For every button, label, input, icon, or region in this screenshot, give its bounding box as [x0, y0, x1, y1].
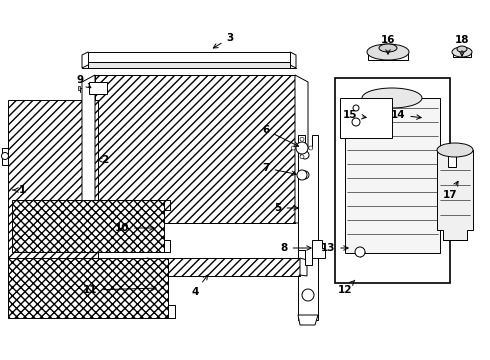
Text: 8: 8	[280, 243, 311, 253]
Polygon shape	[295, 75, 308, 223]
Circle shape	[302, 289, 314, 301]
Bar	[340, 98, 392, 138]
Text: 6: 6	[262, 125, 298, 146]
Bar	[148, 258, 300, 276]
Text: 14: 14	[391, 110, 421, 120]
Text: 15: 15	[343, 110, 366, 120]
Text: 4: 4	[191, 275, 208, 297]
Polygon shape	[88, 52, 290, 62]
Ellipse shape	[367, 44, 409, 60]
Text: 10: 10	[115, 223, 154, 233]
Bar	[448, 155, 456, 167]
Text: 12: 12	[338, 280, 355, 295]
Circle shape	[297, 170, 307, 180]
Text: 11: 11	[83, 285, 156, 295]
Ellipse shape	[437, 143, 473, 157]
Circle shape	[309, 146, 313, 150]
Circle shape	[301, 171, 309, 179]
Polygon shape	[82, 75, 95, 223]
Bar	[8, 100, 98, 260]
Circle shape	[301, 151, 309, 159]
Circle shape	[291, 146, 295, 150]
Polygon shape	[298, 135, 318, 265]
Ellipse shape	[457, 46, 467, 52]
Circle shape	[300, 137, 304, 141]
Circle shape	[355, 247, 365, 257]
Circle shape	[296, 142, 308, 154]
Text: 3: 3	[213, 33, 234, 48]
Ellipse shape	[379, 44, 397, 52]
Circle shape	[352, 118, 360, 126]
Bar	[345, 98, 440, 253]
Text: 17: 17	[442, 181, 458, 200]
Polygon shape	[298, 315, 318, 325]
Polygon shape	[437, 150, 473, 240]
Circle shape	[353, 105, 359, 111]
Circle shape	[1, 153, 8, 159]
Polygon shape	[78, 86, 80, 90]
Text: 18: 18	[455, 35, 469, 56]
Circle shape	[300, 155, 304, 159]
Bar	[8, 258, 168, 318]
Text: 2: 2	[98, 155, 109, 165]
Bar	[335, 78, 450, 283]
Text: 13: 13	[321, 243, 348, 253]
Text: 5: 5	[274, 203, 298, 213]
Polygon shape	[298, 250, 318, 320]
Polygon shape	[88, 62, 290, 68]
Ellipse shape	[362, 88, 422, 108]
Polygon shape	[135, 258, 148, 278]
Text: 16: 16	[381, 35, 395, 54]
Polygon shape	[312, 240, 325, 258]
Ellipse shape	[452, 47, 472, 57]
Text: 9: 9	[76, 75, 91, 88]
Bar	[89, 82, 107, 94]
Text: 7: 7	[262, 163, 296, 176]
Bar	[12, 200, 164, 252]
Bar	[95, 75, 295, 223]
Polygon shape	[300, 258, 307, 276]
Text: 1: 1	[13, 185, 25, 195]
